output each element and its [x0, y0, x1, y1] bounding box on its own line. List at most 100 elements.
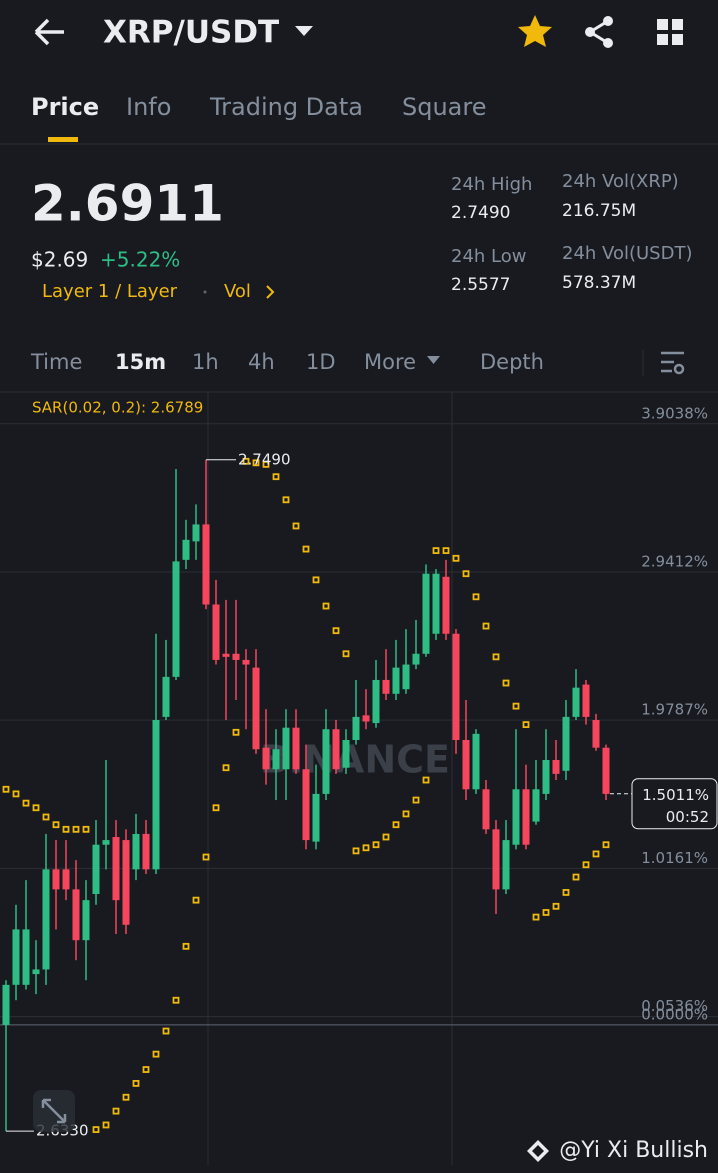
tab[interactable]: Info [126, 93, 171, 121]
candle-body [222, 653, 230, 657]
tag[interactable]: Layer 1 / Layer [42, 281, 178, 302]
interval[interactable]: Time [30, 350, 82, 374]
tag[interactable]: Vol [224, 281, 251, 302]
candle-body [62, 869, 70, 890]
tab[interactable]: Trading Data [209, 93, 363, 121]
indicator-label: SAR(0.02, 0.2): 2.6789 [32, 399, 203, 417]
share-button[interactable] [585, 16, 613, 48]
tab[interactable]: Price [31, 93, 99, 121]
sar-dot [12, 790, 20, 798]
pair-title[interactable]: XRP/USDT [103, 15, 279, 51]
sar-dot [602, 841, 610, 849]
sar-dot [152, 1050, 160, 1058]
sar-dot [2, 785, 10, 793]
interval[interactable]: 15m [115, 350, 166, 374]
candle-body [602, 747, 610, 794]
sar-dot [482, 622, 490, 630]
y-tick-label: 1.0161% [641, 849, 708, 867]
watermark-logo [527, 1140, 549, 1162]
candle-body [522, 789, 530, 845]
sar-dot [582, 861, 590, 869]
interval[interactable]: Depth [480, 350, 544, 374]
stat-value: 216.75M [562, 201, 636, 221]
candle-body [282, 727, 290, 770]
sar-dot [182, 942, 190, 950]
sar-dot [342, 650, 350, 658]
pair-dropdown[interactable] [295, 26, 313, 36]
favorite-star[interactable] [518, 15, 552, 47]
y-tick-label: 0.0000% [641, 1005, 708, 1023]
stat-value: 2.5577 [451, 275, 510, 295]
candle-body [142, 833, 150, 870]
candle-body [182, 539, 190, 560]
sar-dot [352, 847, 360, 855]
sar-dot [392, 821, 400, 829]
tab-indicator [48, 137, 78, 142]
sar-dot [272, 473, 280, 481]
sar-dot [572, 873, 580, 881]
share-line [587, 19, 609, 45]
sar-dot [212, 804, 220, 812]
stat-label: 24h High [451, 174, 532, 195]
candle-body [242, 659, 250, 665]
stat-label: 24h Vol(XRP) [562, 171, 679, 192]
menu-square [672, 34, 683, 45]
sar-dot [362, 844, 370, 852]
y-tick-label: 3.9038% [641, 404, 708, 422]
sar-dot [52, 821, 60, 829]
sar-dot [232, 728, 240, 736]
sar-dot [552, 902, 560, 910]
chart-watermark: BINANCE [260, 738, 450, 782]
candle-body [532, 789, 540, 822]
chart-marks: 3.9038% 2.9412% 1.9787% 1.0161% 0.0536%0.000… [0, 404, 718, 1140]
candle-body [102, 840, 110, 845]
stat-label: 24h Low [451, 246, 526, 267]
tag-separator [203, 290, 207, 294]
interval[interactable]: 1D [306, 350, 336, 374]
tab[interactable]: Square [402, 93, 487, 121]
candle-body [12, 929, 20, 985]
candle-body [262, 747, 270, 770]
interval[interactable]: 4h [248, 350, 275, 374]
sar-dot [492, 653, 500, 661]
sar-dot [32, 804, 40, 812]
sar-dot [62, 825, 70, 833]
grid-menu[interactable] [657, 19, 683, 45]
candle-body [212, 604, 220, 660]
sar-dot [512, 702, 520, 710]
sar-dot [92, 1126, 100, 1133]
sar-dot [102, 1121, 110, 1129]
tag-chevron [266, 285, 275, 299]
candle-body [352, 716, 360, 741]
chart-settings[interactable] [661, 351, 685, 375]
sar-dot [82, 825, 90, 833]
sar-dot [242, 457, 250, 465]
candle-body [42, 869, 50, 970]
back-button[interactable] [34, 18, 64, 46]
candle-body [382, 679, 390, 694]
candle-body [152, 719, 160, 870]
candle-body [72, 889, 80, 941]
candle-body [552, 760, 560, 774]
last-price-label: 1.5011% [642, 786, 709, 804]
price-change: +5.22% [100, 248, 180, 272]
interval[interactable]: More [364, 350, 416, 374]
candle-body [322, 729, 330, 794]
candle-body [192, 524, 200, 542]
sar-dot [332, 627, 340, 635]
watermark: @Yi Xi Bullish [559, 1138, 708, 1163]
candle-body [562, 716, 570, 771]
candle-body [132, 833, 140, 870]
candle-body [2, 984, 10, 1025]
y-tick-label: 0.0536% [641, 997, 708, 1015]
sar-dot [542, 909, 550, 916]
sar-dot [132, 1079, 140, 1087]
sar-dot [322, 602, 330, 610]
stat-value: 578.37M [562, 273, 636, 293]
last-price: 2.6911 [31, 175, 224, 233]
interval[interactable]: 1h [192, 350, 219, 374]
usd-price: $2.69 [31, 248, 88, 272]
candle-body [412, 653, 420, 665]
candle-body [312, 793, 320, 842]
